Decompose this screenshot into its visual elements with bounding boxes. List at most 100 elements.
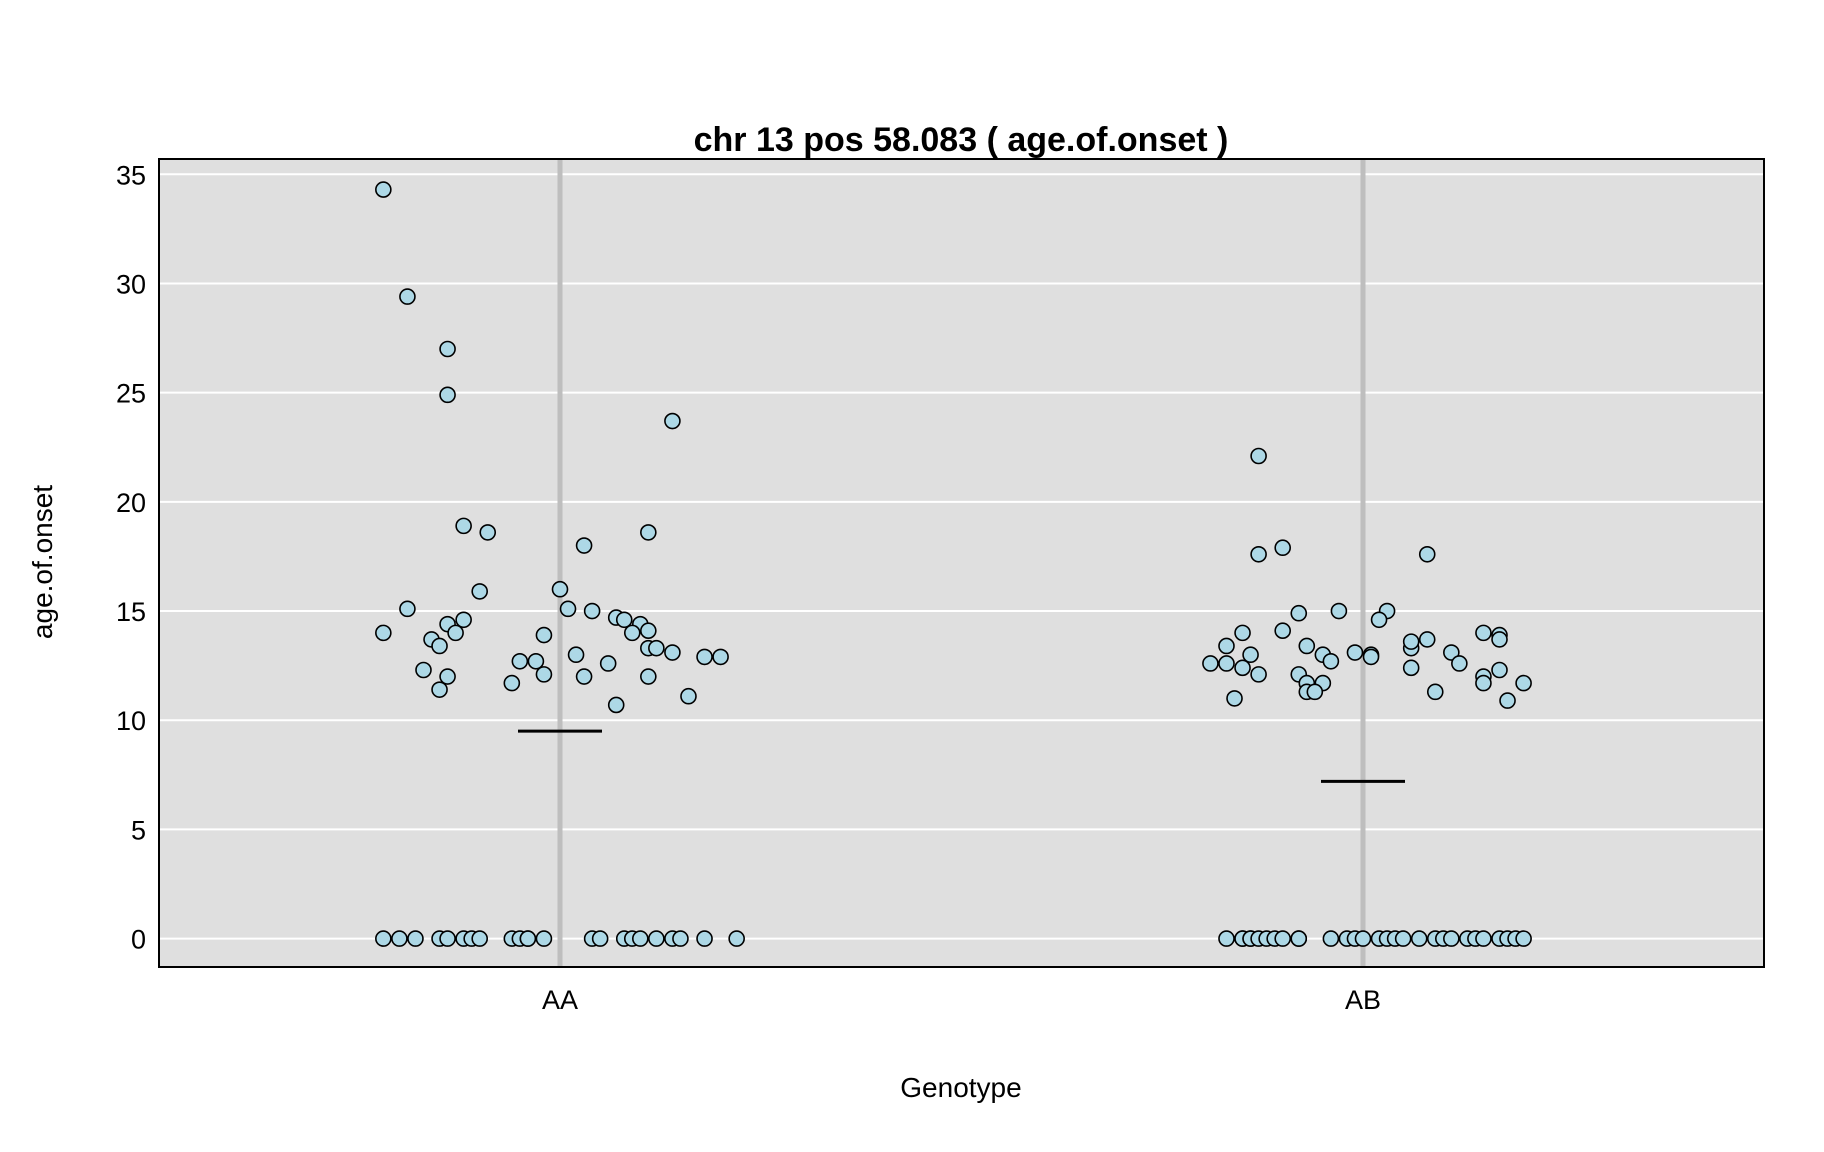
data-point-aa (567, 646, 585, 664)
y-tick-20: 20 (116, 488, 146, 518)
data-point-ab (1451, 655, 1468, 672)
data-point-aa (479, 524, 497, 541)
data-point-aa (527, 652, 545, 670)
data-point-aa (559, 600, 577, 618)
data-point-aa (615, 611, 633, 629)
data-point-aa (640, 524, 657, 541)
data-point-ab (1346, 644, 1364, 661)
data-point-ab (1322, 652, 1340, 670)
data-point-aa (455, 517, 472, 535)
data-point-ab (1250, 447, 1267, 465)
data-point-ab (1475, 674, 1492, 692)
data-point-ab (1202, 655, 1219, 672)
data-point-ab (1418, 631, 1436, 648)
y-tick-0: 0 (131, 925, 146, 955)
data-point-aa (431, 637, 448, 655)
data-point-ab (1234, 659, 1251, 677)
data-point-aa (535, 626, 553, 644)
data-point-ab (1394, 930, 1412, 947)
data-point-aa (623, 624, 641, 642)
data-point-aa (519, 930, 537, 947)
data-point-ab (1234, 624, 1251, 642)
data-point-aa (407, 930, 424, 947)
data-point-aa (640, 622, 657, 639)
data-point-aa (439, 668, 456, 685)
data-point-aa (696, 648, 713, 666)
plot-panel (159, 159, 1764, 967)
data-point-aa (664, 412, 681, 430)
data-point-aa (447, 624, 464, 642)
data-point-ab (1499, 692, 1516, 709)
data-point-aa (375, 624, 392, 642)
y-tick-15: 15 (116, 597, 146, 627)
y-tick-labels: 0 5 10 15 20 25 30 35 (116, 160, 146, 954)
x-tick-ab: AB (1345, 985, 1381, 1015)
data-point-aa (503, 674, 521, 692)
data-point-aa (664, 644, 681, 661)
data-point-aa (648, 930, 665, 947)
data-point-aa (680, 687, 697, 705)
data-point-ab (1330, 602, 1348, 620)
data-point-ab (1515, 674, 1532, 692)
data-point-ab (1491, 661, 1508, 679)
data-point-aa (375, 181, 392, 198)
data-point-aa (575, 668, 593, 685)
data-point-ab (1443, 644, 1460, 661)
y-tick-35: 35 (116, 160, 146, 190)
data-point-ab (1242, 646, 1259, 664)
data-point-ab (1370, 611, 1388, 629)
data-point-ab (1274, 539, 1291, 557)
y-tick-5: 5 (131, 815, 146, 845)
y-axis-label: age.of.onset (27, 485, 58, 639)
data-point-ab (1218, 637, 1235, 655)
data-points (375, 181, 1532, 947)
data-point-ab (1322, 930, 1340, 947)
data-point-aa (712, 648, 729, 666)
data-point-aa (511, 652, 529, 670)
chart-title: chr 13 pos 58.083 ( age.of.onset ) (694, 121, 1229, 159)
y-tick-25: 25 (116, 379, 146, 409)
data-point-aa (535, 666, 553, 683)
data-point-aa (696, 930, 713, 947)
data-point-ab (1418, 545, 1436, 563)
data-point-ab (1306, 683, 1324, 701)
data-point-aa (439, 386, 456, 404)
data-point-aa (591, 930, 609, 947)
data-point-aa (672, 930, 689, 947)
data-point-aa (431, 681, 448, 698)
data-point-ab (1402, 659, 1420, 677)
data-point-ab (1410, 930, 1428, 947)
data-point-ab (1426, 683, 1444, 701)
data-point-aa (631, 930, 649, 947)
data-point-aa (640, 668, 657, 685)
mean-lines (518, 729, 1405, 783)
data-point-aa (607, 696, 625, 714)
data-point-ab (1475, 624, 1492, 642)
data-point-ab (1443, 930, 1460, 947)
data-point-aa (599, 655, 617, 672)
data-point-ab (1491, 631, 1508, 648)
data-point-aa (439, 340, 456, 358)
data-point-ab (1290, 930, 1308, 947)
data-point-ab (1250, 545, 1267, 563)
data-point-aa (583, 602, 601, 620)
data-point-ab (1226, 690, 1243, 707)
data-point-ab (1250, 666, 1267, 683)
data-point-ab (1218, 930, 1235, 947)
data-point-aa (399, 600, 416, 618)
data-point-aa (575, 537, 593, 554)
data-point-aa (535, 930, 553, 947)
data-point-aa (471, 583, 489, 600)
data-point-ab (1475, 930, 1492, 947)
data-point-ab (1362, 648, 1380, 666)
plot-frame (158, 158, 1765, 968)
data-point-ab (1290, 604, 1308, 622)
data-point-aa (375, 930, 392, 947)
data-point-ab (1298, 637, 1316, 655)
data-point-aa (455, 611, 472, 629)
data-point-aa (391, 930, 408, 947)
data-point-aa (399, 288, 416, 305)
gridlines (159, 173, 1764, 940)
category-lines (557, 159, 1366, 967)
